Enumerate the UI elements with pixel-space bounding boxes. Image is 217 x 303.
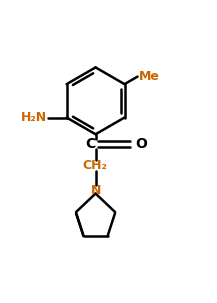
Text: N: N xyxy=(90,184,101,197)
Text: CH₂: CH₂ xyxy=(82,159,107,172)
Text: C: C xyxy=(85,137,95,151)
Text: O: O xyxy=(135,137,147,151)
Text: H₂N: H₂N xyxy=(21,111,47,124)
Text: Me: Me xyxy=(139,70,160,83)
